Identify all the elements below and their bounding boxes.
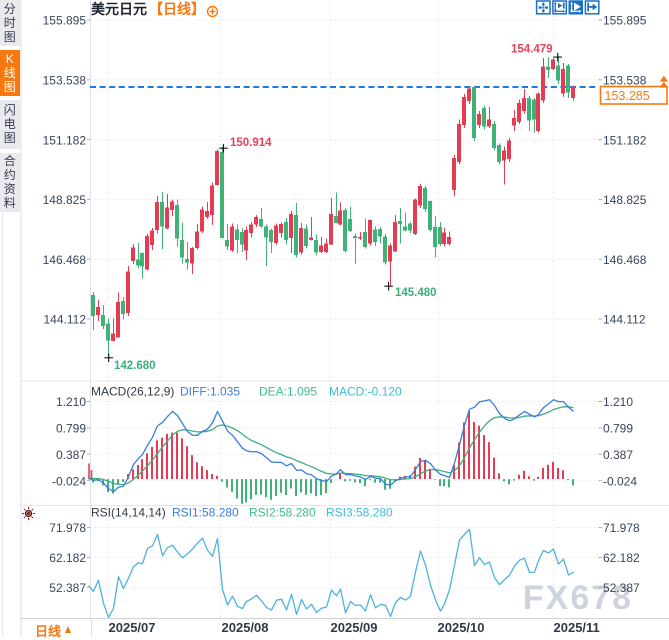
svg-text:62.182: 62.182 <box>49 551 86 565</box>
svg-text:0.799: 0.799 <box>56 422 86 436</box>
svg-text:-0.024: -0.024 <box>52 474 86 488</box>
svg-text:144.112: 144.112 <box>603 313 646 327</box>
svg-text:144.112: 144.112 <box>44 313 87 327</box>
svg-text:155.895: 155.895 <box>43 14 87 28</box>
svg-text:52.387: 52.387 <box>49 581 86 595</box>
svg-text:71.978: 71.978 <box>49 521 86 535</box>
svg-text:150.914: 150.914 <box>230 137 272 149</box>
svg-text:145.480: 145.480 <box>395 287 437 299</box>
svg-text:148.825: 148.825 <box>603 193 647 207</box>
svg-text:RSI2:58.280: RSI2:58.280 <box>249 506 316 520</box>
svg-text:FX678: FX678 <box>523 579 633 617</box>
svg-text:DEA:1.095: DEA:1.095 <box>259 385 317 399</box>
svg-text:151.182: 151.182 <box>603 133 647 147</box>
svg-text:146.468: 146.468 <box>43 253 87 267</box>
svg-text:1.210: 1.210 <box>603 395 633 409</box>
svg-text:MACD(26,12,9): MACD(26,12,9) <box>91 385 174 399</box>
svg-text:142.680: 142.680 <box>114 360 156 372</box>
svg-text:52.387: 52.387 <box>603 581 640 595</box>
svg-text:153.285: 153.285 <box>605 89 650 103</box>
svg-text:RSI3:58.280: RSI3:58.280 <box>326 506 393 520</box>
svg-text:1.210: 1.210 <box>56 395 86 409</box>
svg-text:0.387: 0.387 <box>56 448 86 462</box>
svg-text:146.468: 146.468 <box>603 253 647 267</box>
svg-text:RSI(14,14,14): RSI(14,14,14) <box>91 506 166 520</box>
svg-text:DIFF:1.035: DIFF:1.035 <box>180 385 240 399</box>
svg-text:153.538: 153.538 <box>43 74 87 88</box>
svg-text:151.182: 151.182 <box>43 133 87 147</box>
svg-text:【日线】: 【日线】 <box>149 1 205 17</box>
svg-text:71.978: 71.978 <box>603 521 640 535</box>
svg-text:155.895: 155.895 <box>603 14 647 28</box>
svg-text:美元日元: 美元日元 <box>91 1 147 17</box>
svg-text:0.799: 0.799 <box>603 422 633 436</box>
svg-text:-0.024: -0.024 <box>603 474 637 488</box>
svg-text:62.182: 62.182 <box>603 551 640 565</box>
svg-text:154.479: 154.479 <box>511 44 553 56</box>
svg-text:RSI1:58.280: RSI1:58.280 <box>172 506 239 520</box>
svg-text:148.825: 148.825 <box>43 193 87 207</box>
svg-text:0.387: 0.387 <box>603 448 633 462</box>
svg-text:153.538: 153.538 <box>603 74 647 88</box>
svg-text:MACD:-0.120: MACD:-0.120 <box>329 385 402 399</box>
